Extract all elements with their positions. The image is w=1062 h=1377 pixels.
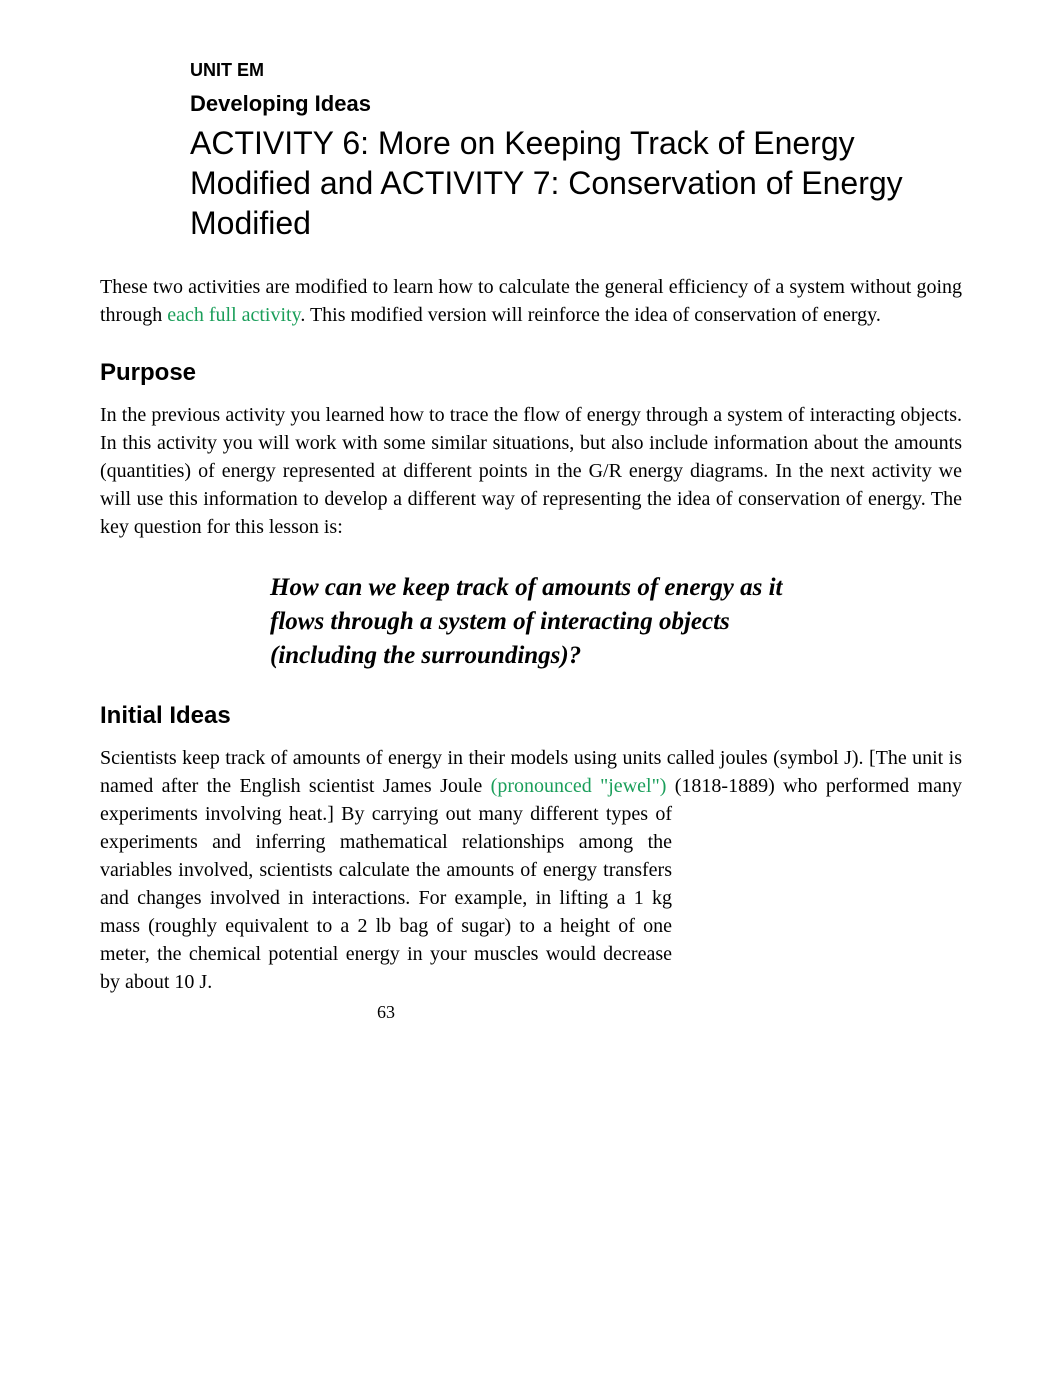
initial-ideas-heading: Initial Ideas [100,702,962,730]
initial-text-green: (pronounced "jewel") [491,775,667,797]
initial-ideas-body: Scientists keep track of amounts of ener… [100,744,962,996]
intro-text-green: each full activity [167,304,300,326]
key-question: How can we keep track of amounts of ener… [270,571,842,672]
initial-text-wrap: By carrying out many different types of … [100,803,672,993]
intro-text-post: . This modified version will reinforce t… [300,304,881,326]
unit-label: UNIT EM [190,60,962,81]
purpose-heading: Purpose [100,359,962,387]
purpose-body: In the previous activity you learned how… [100,401,962,541]
activity-title: ACTIVITY 6: More on Keeping Track of Ene… [190,123,962,243]
intro-paragraph: These two activities are modified to lea… [100,273,962,329]
section-label: Developing Ideas [190,91,962,117]
figure-float-spacer [672,800,962,1050]
